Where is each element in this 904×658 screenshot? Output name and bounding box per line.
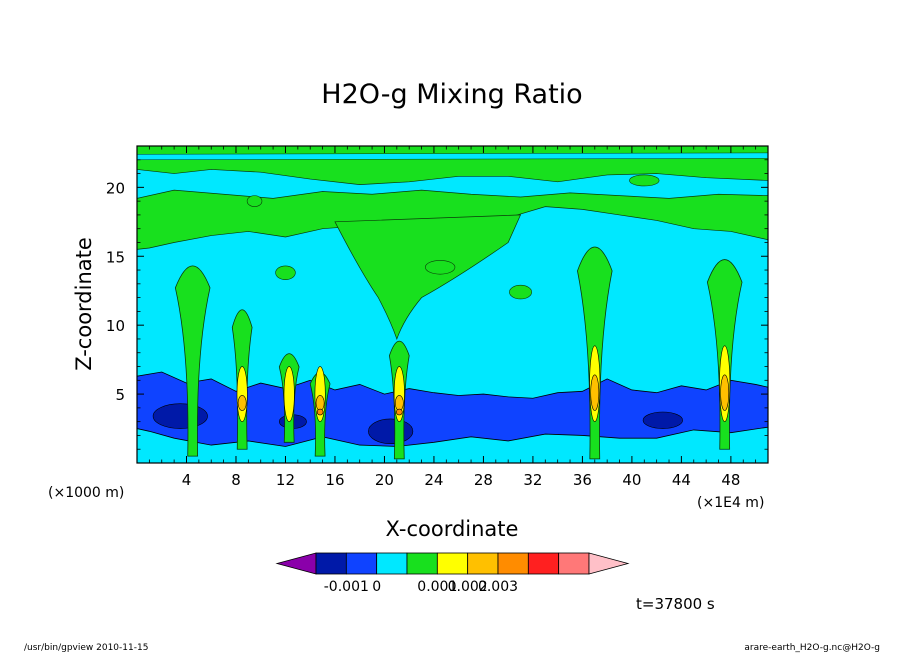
plot-area bbox=[137, 146, 768, 463]
plume-core bbox=[283, 366, 295, 422]
x-tick-label: 12 bbox=[276, 471, 295, 489]
moist-blob bbox=[629, 174, 660, 187]
x-tick-label: 4 bbox=[182, 471, 192, 489]
x-tick-label: 16 bbox=[325, 471, 344, 489]
moist-blob bbox=[509, 284, 532, 300]
y-tick-label: 15 bbox=[106, 248, 125, 266]
plume-core bbox=[237, 395, 247, 411]
very-dry-pocket bbox=[152, 403, 208, 429]
moist-blob bbox=[246, 195, 263, 207]
colorbar-low-arrow bbox=[275, 552, 317, 575]
x-unit-label: (×1E4 m) bbox=[697, 495, 764, 511]
y-axis-title: Z-coordinate bbox=[72, 237, 96, 371]
colorbar-cell bbox=[558, 552, 590, 575]
x-tick-label: 36 bbox=[573, 471, 592, 489]
colorbar-cell bbox=[497, 552, 529, 575]
footer-right: arare-earth_H2O-g.nc@H2O-g bbox=[744, 643, 880, 653]
x-axis: 4 8 12 16 20 24 28 32 36 40 44 48 bbox=[148, 146, 757, 489]
plume-core bbox=[236, 366, 248, 422]
colorbar-cell bbox=[345, 552, 378, 575]
plume-core bbox=[394, 395, 404, 411]
x-tick-label: 24 bbox=[424, 471, 443, 489]
plume-core bbox=[396, 408, 403, 416]
chart-title: H2O-g Mixing Ratio bbox=[321, 79, 582, 110]
plume-core bbox=[315, 395, 325, 411]
plot-frame bbox=[136, 145, 769, 464]
y-tick-label: 10 bbox=[106, 317, 125, 335]
x-tick-label: 48 bbox=[721, 471, 740, 489]
y-axis: 5 10 15 20 bbox=[106, 159, 768, 450]
colorbar-cell bbox=[527, 552, 560, 575]
y-tick-label: 20 bbox=[106, 179, 125, 197]
colorbar-cell bbox=[376, 552, 408, 575]
x-tick-label: 32 bbox=[523, 471, 542, 489]
y-unit-label: (×1000 m) bbox=[48, 485, 124, 501]
colorbar-cell bbox=[436, 552, 469, 575]
anvil bbox=[334, 214, 522, 341]
moist-blob bbox=[275, 265, 296, 280]
colorbar-tick-label: -0.001 bbox=[324, 579, 369, 595]
x-tick-label: 44 bbox=[672, 471, 691, 489]
colorbar-high-arrow bbox=[588, 552, 630, 575]
plume-core bbox=[590, 374, 600, 411]
plume bbox=[174, 265, 211, 457]
colorbar-cell bbox=[315, 552, 347, 575]
colorbar-tick-label: 0.001 bbox=[417, 579, 457, 595]
colorbar-cell bbox=[467, 552, 499, 575]
colorbar-tick-label: 0 bbox=[372, 579, 381, 595]
x-axis-title: X-coordinate bbox=[386, 517, 519, 541]
footer-left: /usr/bin/gpview 2010-11-15 bbox=[24, 643, 148, 653]
colorbar-tick-label: 0.003 bbox=[478, 579, 518, 595]
moist-blob bbox=[424, 260, 456, 275]
plume-core bbox=[316, 408, 324, 416]
plume-core bbox=[720, 374, 730, 411]
y-tick-label: 5 bbox=[115, 386, 125, 404]
x-tick-label: 28 bbox=[474, 471, 493, 489]
time-label: t=37800 s bbox=[636, 595, 715, 613]
x-tick-label: 8 bbox=[231, 471, 241, 489]
very-dry-pocket bbox=[642, 411, 683, 429]
x-tick-label: 40 bbox=[622, 471, 641, 489]
colorbar-tick-label: 0.002 bbox=[448, 579, 488, 595]
colorbar-cell bbox=[406, 552, 438, 575]
x-tick-label: 20 bbox=[375, 471, 394, 489]
top-strip bbox=[137, 152, 768, 161]
very-dry-pocket bbox=[368, 418, 414, 445]
